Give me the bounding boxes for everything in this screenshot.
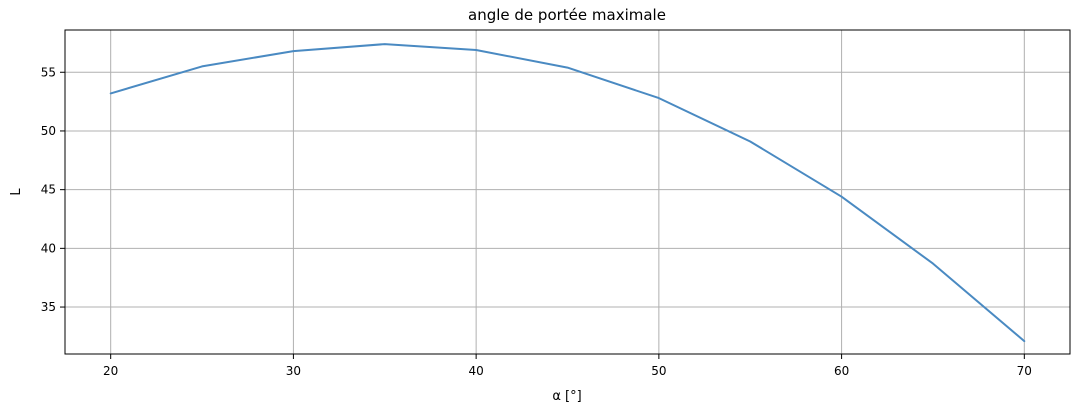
- y-axis-label: L: [9, 188, 24, 196]
- y-axis-ticks: 35 40 45 50 55: [41, 65, 65, 314]
- x-axis-ticks: 20 30 40 50 60 70: [103, 354, 1032, 378]
- x-tick-label: 20: [103, 364, 118, 378]
- x-tick-label: 50: [651, 364, 666, 378]
- y-tick-label: 40: [41, 241, 56, 255]
- y-tick-label: 55: [41, 65, 56, 79]
- y-tick-label: 50: [41, 124, 56, 138]
- y-tick-label: 35: [41, 300, 56, 314]
- x-tick-label: 40: [468, 364, 483, 378]
- x-tick-label: 60: [834, 364, 849, 378]
- series-layer: [109, 43, 1026, 343]
- y-tick-label: 45: [41, 183, 56, 197]
- series-line: [109, 43, 1026, 343]
- grid: [65, 30, 1070, 354]
- chart-title: angle de portée maximale: [468, 6, 666, 24]
- x-axis-label: α [°]: [552, 389, 581, 404]
- x-tick-label: 30: [286, 364, 301, 378]
- plot-frame: [64, 29, 1071, 355]
- x-tick-label: 70: [1017, 364, 1032, 378]
